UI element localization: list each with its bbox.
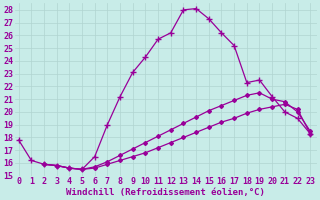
X-axis label: Windchill (Refroidissement éolien,°C): Windchill (Refroidissement éolien,°C) (66, 188, 265, 197)
